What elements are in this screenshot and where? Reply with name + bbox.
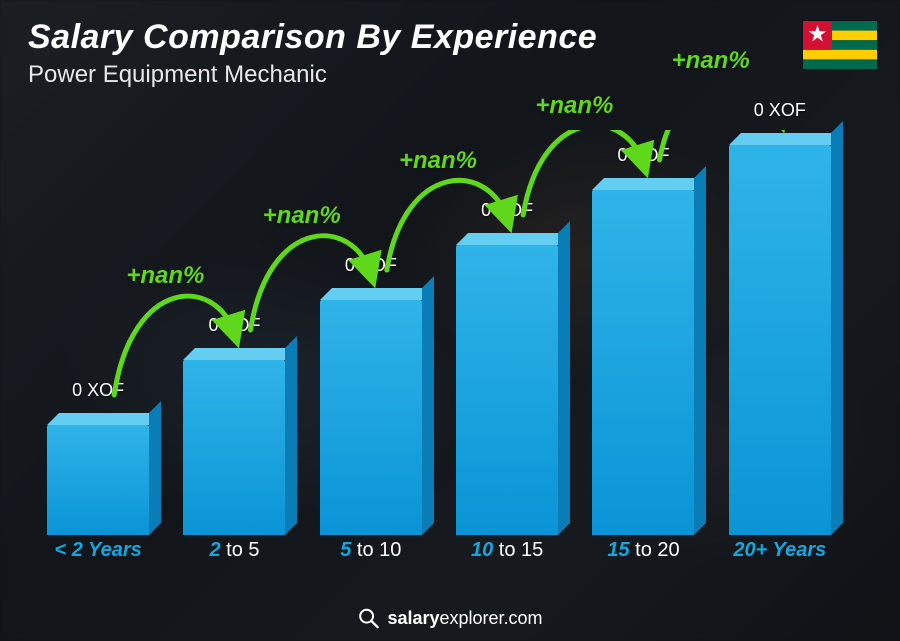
footer-branding: salaryexplorer.com <box>357 607 542 629</box>
bar <box>456 245 558 535</box>
bar-side-face <box>422 276 434 535</box>
infographic-stage: Salary Comparison By Experience Power Eq… <box>0 0 900 641</box>
bar-slot: 0 XOF <box>166 130 302 535</box>
delta-label: +nan% <box>126 262 204 290</box>
bar-side-face <box>149 401 161 535</box>
bar-front <box>729 145 831 535</box>
bar-front <box>456 245 558 535</box>
delta-label: +nan% <box>672 47 750 75</box>
xlabel-primary: 20+ Years <box>733 539 826 561</box>
bar-top-face <box>183 348 297 360</box>
xlabel-secondary: to 20 <box>630 539 680 561</box>
chart-title: Salary Comparison By Experience <box>28 18 597 57</box>
bar-top-face <box>729 133 843 145</box>
title-block: Salary Comparison By Experience Power Eq… <box>28 18 597 89</box>
bar <box>592 190 694 535</box>
bar <box>47 425 149 535</box>
bar-value-label: 0 XOF <box>303 255 439 276</box>
xlabel-primary: 15 <box>607 539 629 561</box>
xlabel-primary: 2 <box>209 539 220 561</box>
footer-brand-strong: salary <box>387 608 439 628</box>
x-axis-label: 15 to 20 <box>575 539 711 569</box>
bar-slot: 0 XOF <box>30 130 166 535</box>
bar <box>729 145 831 535</box>
bar-top-face <box>47 413 161 425</box>
bar <box>320 300 422 535</box>
x-axis-label: 10 to 15 <box>439 539 575 569</box>
bar-front <box>47 425 149 535</box>
bar-top-face <box>592 178 706 190</box>
bar-front <box>592 190 694 535</box>
xlabel-secondary: to 15 <box>493 539 543 561</box>
x-axis-label: 20+ Years <box>712 539 848 569</box>
bar-side-face <box>694 166 706 535</box>
xlabel-primary: < 2 Years <box>55 539 142 561</box>
bar-side-face <box>558 221 570 535</box>
bar-value-label: 0 XOF <box>712 100 848 121</box>
xlabel-primary: 5 <box>340 539 351 561</box>
chart-subtitle: Power Equipment Mechanic <box>28 61 597 89</box>
country-flag-togo <box>802 20 876 68</box>
bar <box>183 360 285 535</box>
bar-value-label: 0 XOF <box>166 315 302 336</box>
bar-slot: 0 XOF <box>303 130 439 535</box>
xlabel-primary: 10 <box>471 539 493 561</box>
bar-value-label: 0 XOF <box>439 200 575 221</box>
x-axis-labels: < 2 Years2 to 55 to 1010 to 1515 to 2020… <box>30 539 848 569</box>
xlabel-secondary: to 5 <box>221 539 260 561</box>
bar-slot: 0 XOF <box>712 130 848 535</box>
bar-side-face <box>831 121 843 535</box>
bar-front <box>183 360 285 535</box>
bars-row: 0 XOF0 XOF0 XOF0 XOF0 XOF0 XOF <box>30 130 848 535</box>
delta-label: +nan% <box>263 202 341 230</box>
bar-top-face <box>320 288 434 300</box>
xlabel-secondary: to 10 <box>351 539 401 561</box>
bar-chart: 0 XOF0 XOF0 XOF0 XOF0 XOF0 XOF < 2 Years… <box>30 130 848 569</box>
delta-label: +nan% <box>399 147 477 175</box>
footer-brand-rest: explorer.com <box>440 608 543 628</box>
bar-value-label: 0 XOF <box>575 145 711 166</box>
x-axis-label: < 2 Years <box>30 539 166 569</box>
bar-front <box>320 300 422 535</box>
x-axis-label: 2 to 5 <box>166 539 302 569</box>
bar-slot: 0 XOF <box>439 130 575 535</box>
x-axis-label: 5 to 10 <box>303 539 439 569</box>
delta-label: +nan% <box>535 92 613 120</box>
bar-slot: 0 XOF <box>575 130 711 535</box>
search-icon <box>357 607 379 629</box>
flag-svg <box>803 21 877 69</box>
bar-side-face <box>285 336 297 535</box>
footer-brand-text: salaryexplorer.com <box>387 608 542 629</box>
bar-top-face <box>456 233 570 245</box>
bar-value-label: 0 XOF <box>30 380 166 401</box>
